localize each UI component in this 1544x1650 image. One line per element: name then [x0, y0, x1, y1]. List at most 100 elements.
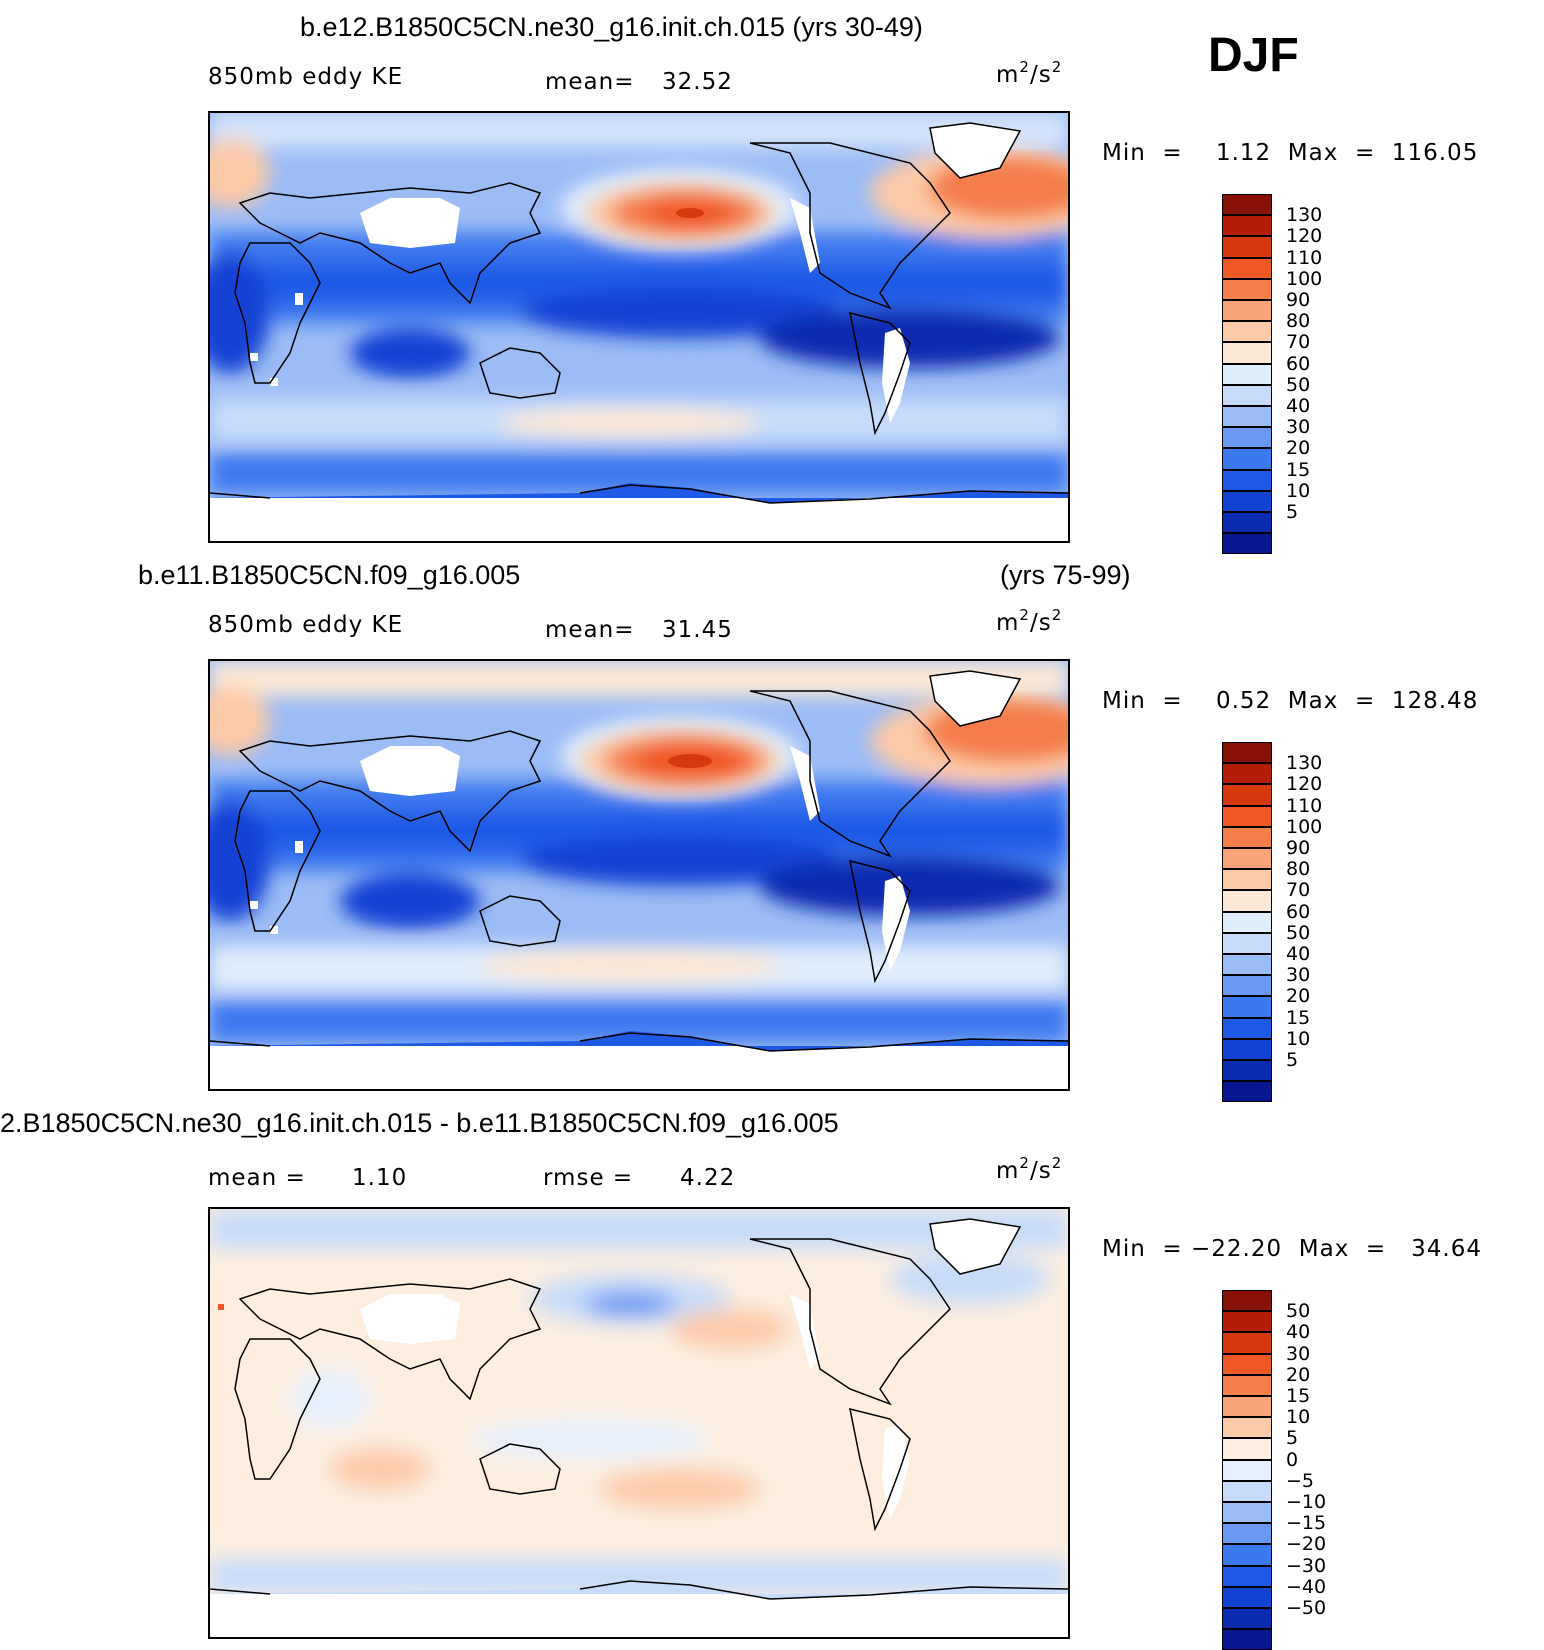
- colorbar-swatch: [1222, 826, 1272, 848]
- colorbar-label: 110: [1286, 246, 1323, 269]
- colorbar-swatch: [1222, 1290, 1272, 1312]
- colorbar-label: 40: [1286, 943, 1311, 965]
- colorbar-label: 90: [1286, 837, 1311, 859]
- panel2-mean-label: mean=: [545, 617, 635, 643]
- colorbar-swatch: [1222, 236, 1272, 258]
- panel2-map: [208, 659, 1070, 1091]
- colorbar-swatch: [1222, 1438, 1272, 1460]
- panel1-map-svg: [210, 113, 1068, 541]
- colorbar-swatch: [1222, 1629, 1272, 1650]
- colorbar-label: 30: [1286, 416, 1311, 439]
- colorbar-label: 15: [1286, 458, 1311, 481]
- colorbar-label: 30: [1286, 1342, 1311, 1365]
- colorbar-label: 10: [1286, 1406, 1311, 1429]
- colorbar-label: 90: [1286, 289, 1311, 311]
- colorbar-swatch: [1222, 1502, 1272, 1524]
- colorbar-label: 40: [1286, 1321, 1311, 1344]
- colorbar-label: 80: [1286, 310, 1311, 333]
- colorbar-swatch: [1222, 1353, 1272, 1375]
- colorbar-label: 80: [1286, 858, 1311, 881]
- colorbar-swatch: [1222, 1565, 1272, 1587]
- colorbar-swatch: [1222, 469, 1272, 491]
- colorbar-label: 50: [1286, 373, 1311, 396]
- colorbar-label: −30: [1286, 1554, 1327, 1577]
- panel2-variable: 850mb eddy KE: [208, 612, 404, 638]
- colorbar-swatch: [1222, 1523, 1272, 1545]
- panel2-mean-value: 31.45: [662, 617, 733, 643]
- colorbar-label: 110: [1286, 794, 1323, 817]
- panel1-mean-label: mean=: [545, 69, 635, 95]
- colorbar-swatch: [1222, 1038, 1272, 1060]
- panel1-minmax: Min = 1.12 Max = 116.05: [1102, 140, 1479, 166]
- panel1-title: b.e12.B1850C5CN.ne30_g16.init.ch.015 (yr…: [300, 12, 923, 42]
- panel1-variable: 850mb eddy KE: [208, 64, 404, 90]
- colorbar-swatch: [1222, 784, 1272, 806]
- panel3-units: m2/s2: [996, 1154, 1063, 1185]
- colorbar-label: 50: [1286, 1300, 1311, 1323]
- colorbar-label: 20: [1286, 437, 1311, 460]
- colorbar-swatch: [1222, 911, 1272, 933]
- panel2-units: m2/s2: [996, 606, 1063, 637]
- colorbar-swatch: [1222, 1332, 1272, 1354]
- colorbar-swatch: [1222, 1374, 1272, 1396]
- colorbar-label: 130: [1286, 204, 1323, 227]
- panel3-title: 2.B1850C5CN.ne30_g16.init.ch.015 - b.e11…: [0, 1108, 839, 1138]
- colorbar-swatch: [1222, 448, 1272, 470]
- panel3-mean-label: mean =: [208, 1165, 306, 1191]
- panel2-title-left: b.e11.B1850C5CN.f09_g16.005: [138, 560, 521, 590]
- colorbar-label: −20: [1286, 1533, 1327, 1556]
- colorbar-label: 70: [1286, 879, 1311, 902]
- colorbar-label: 50: [1286, 921, 1311, 944]
- colorbar-label: 130: [1286, 752, 1323, 775]
- colorbar-label: 40: [1286, 395, 1311, 417]
- colorbar-swatch: [1222, 278, 1272, 300]
- panel2-minmax: Min = 0.52 Max = 128.48: [1102, 688, 1479, 714]
- colorbar-swatch: [1222, 1081, 1272, 1103]
- colorbar-swatch: [1222, 1586, 1272, 1608]
- colorbar-label: −5: [1286, 1469, 1315, 1492]
- colorbar-label: 15: [1286, 1385, 1311, 1407]
- colorbar-swatch: [1222, 805, 1272, 827]
- colorbar-label: 5: [1286, 1427, 1299, 1450]
- colorbar-swatch: [1222, 890, 1272, 912]
- panel3-map-svg: [210, 1209, 1068, 1637]
- colorbar-swatch: [1222, 363, 1272, 385]
- colorbar-swatch: [1222, 763, 1272, 785]
- colorbar-swatch: [1222, 1459, 1272, 1481]
- colorbar-label: 120: [1286, 773, 1323, 796]
- colorbar-label: 70: [1286, 331, 1311, 354]
- colorbar-label: 0: [1286, 1448, 1299, 1471]
- colorbar-label: 20: [1286, 1363, 1311, 1386]
- colorbar-swatch: [1222, 1608, 1272, 1630]
- panel3-minmax: Min = −22.20 Max = 34.64: [1102, 1236, 1482, 1262]
- panel2-title-right: (yrs 75-99): [1000, 560, 1131, 590]
- colorbar-swatch: [1222, 194, 1272, 216]
- colorbar-swatch: [1222, 742, 1272, 764]
- colorbar-swatch: [1222, 300, 1272, 322]
- colorbar-label: 5: [1286, 1049, 1299, 1071]
- colorbar-label: −15: [1286, 1512, 1327, 1535]
- colorbar-label: 60: [1286, 352, 1311, 375]
- season-label: DJF: [1208, 29, 1299, 82]
- colorbar-label: 5: [1286, 501, 1299, 523]
- colorbar-swatch: [1222, 1060, 1272, 1082]
- colorbar-swatch: [1222, 427, 1272, 449]
- colorbar-swatch: [1222, 257, 1272, 279]
- colorbar-swatch: [1222, 533, 1272, 555]
- colorbar-label: 30: [1286, 964, 1311, 987]
- colorbar-swatch: [1222, 869, 1272, 891]
- colorbar-label: −10: [1286, 1491, 1327, 1513]
- colorbar-swatch: [1222, 1480, 1272, 1502]
- panel3-rmse-value: 4.22: [680, 1165, 736, 1191]
- colorbar-swatch: [1222, 954, 1272, 976]
- panel3-mean-value: 1.10: [352, 1165, 408, 1191]
- colorbar-swatch: [1222, 406, 1272, 428]
- colorbar-label: 100: [1286, 267, 1323, 290]
- panel1-units: m2/s2: [996, 58, 1063, 89]
- colorbar-swatch: [1222, 384, 1272, 406]
- colorbar-label: 10: [1286, 1027, 1311, 1050]
- colorbar-swatch: [1222, 321, 1272, 343]
- colorbar-label: 10: [1286, 479, 1311, 502]
- colorbar-label: 15: [1286, 1006, 1311, 1029]
- colorbar-swatch: [1222, 1417, 1272, 1439]
